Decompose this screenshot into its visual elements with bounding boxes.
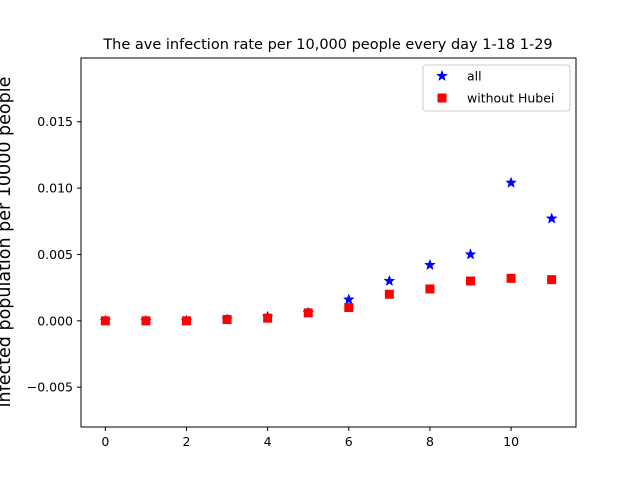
without-hubei-point xyxy=(303,308,313,318)
without-hubei-point xyxy=(384,289,394,299)
axis-ticks: 0 2 4 6 8 10 −0.005 0.000 0.005 0.010 0.015 xyxy=(27,114,519,449)
legend-label: all xyxy=(467,69,482,84)
without-hubei-point xyxy=(506,273,516,283)
legend-box xyxy=(422,64,571,112)
plot-frame xyxy=(80,57,577,428)
legend-marker xyxy=(436,69,448,82)
chart-title: The ave infection rate per 10,000 people… xyxy=(102,37,552,53)
without-hubei-point xyxy=(263,313,273,323)
y-tick-label: 0.010 xyxy=(37,181,73,196)
all-point xyxy=(424,258,436,271)
all-point xyxy=(505,176,517,188)
x-tick-label: 0 xyxy=(101,434,109,449)
x-tick-label: 4 xyxy=(264,434,272,449)
x-tick-label: 2 xyxy=(183,434,191,449)
without-hubei-point xyxy=(425,284,435,294)
without-hubei-point xyxy=(181,316,191,326)
y-tick-label: 0.015 xyxy=(37,114,73,129)
without-hubei-point xyxy=(344,303,354,313)
all-point xyxy=(342,293,355,305)
without-hubei-point xyxy=(141,316,151,326)
all-point xyxy=(464,248,477,260)
without-hubei-point xyxy=(100,316,110,326)
all-point xyxy=(545,212,558,224)
without-hubei-point xyxy=(222,314,232,324)
y-tick-label: −0.005 xyxy=(27,380,73,395)
without-hubei-point xyxy=(547,275,557,285)
all-point xyxy=(383,274,396,287)
y-tick-label: 0.000 xyxy=(37,313,73,328)
legend-label: without Hubei xyxy=(467,91,554,106)
without-hubei-point xyxy=(466,276,476,286)
legend: all without Hubei xyxy=(422,64,571,112)
x-tick-label: 10 xyxy=(503,434,519,449)
x-tick-label: 8 xyxy=(426,434,434,449)
y-axis-label: infected population per 10000 people xyxy=(0,77,15,408)
data-points xyxy=(99,176,558,326)
y-tick-label: 0.005 xyxy=(37,247,73,262)
x-tick-label: 6 xyxy=(345,434,353,449)
legend-marker xyxy=(437,93,447,103)
